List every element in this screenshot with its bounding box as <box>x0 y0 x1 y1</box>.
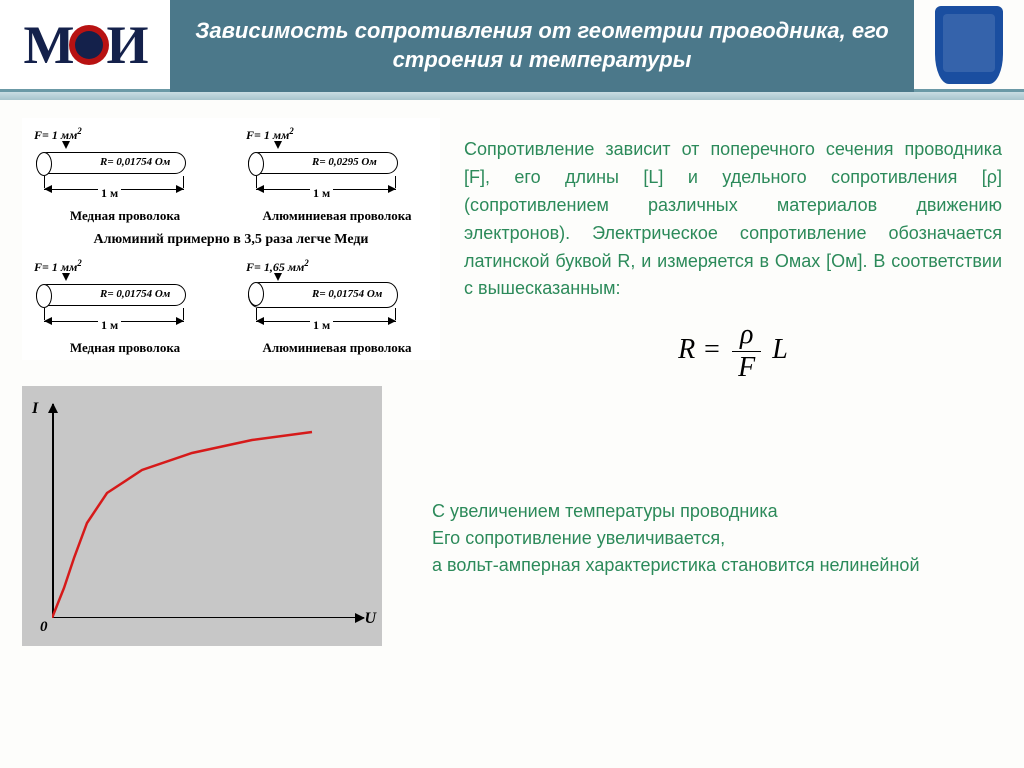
x-axis-label: U <box>364 610 376 628</box>
crest-box <box>914 0 1024 92</box>
f-arrow-icon <box>62 141 70 149</box>
wire-aluminum-2: F= 1,65 мм2 R= 0,01754 Ом 1 м Алюминиева… <box>240 258 434 356</box>
length-label: 1 м <box>98 318 121 333</box>
formula-denominator: F <box>732 352 761 382</box>
wire-diagrams: F= 1 мм2 R= 0,01754 Ом 1 м Медная провол… <box>22 118 440 360</box>
title-bar: Зависимость сопротивления от геометрии п… <box>170 0 914 92</box>
f-arrow-icon <box>274 141 282 149</box>
length-label: 1 м <box>310 186 333 201</box>
logo-letter-m: М <box>24 14 73 76</box>
wire-name: Алюминиевая проволока <box>240 340 434 356</box>
length-label: 1 м <box>310 318 333 333</box>
crest-icon <box>935 6 1003 84</box>
bottom-paragraph: С увеличением температуры проводникаЕго … <box>432 498 994 579</box>
diagram-row-1: F= 1 мм2 R= 0,01754 Ом 1 м Медная провол… <box>28 126 434 224</box>
formula-fraction: ρ F <box>732 321 761 382</box>
diagram-row-2: F= 1 мм2 R= 0,01754 Ом 1 м Медная провол… <box>28 258 434 356</box>
formula-tail: L <box>772 334 788 365</box>
iv-chart: I U 0 <box>22 386 382 646</box>
f-label: F= 1 мм2 <box>34 258 82 275</box>
logo-letter-i: И <box>106 14 146 76</box>
r-label: R= 0,01754 Ом <box>100 288 170 300</box>
formula-lhs: R = <box>678 334 721 365</box>
length-label: 1 м <box>98 186 121 201</box>
iv-curve <box>52 418 352 618</box>
f-arrow-icon <box>62 273 70 281</box>
header: М И Зависимость сопротивления от геометр… <box>0 0 1024 92</box>
wire-copper-2: F= 1 мм2 R= 0,01754 Ом 1 м Медная провол… <box>28 258 222 356</box>
f-label: F= 1 мм2 <box>246 126 294 143</box>
left-column: F= 1 мм2 R= 0,01754 Ом 1 м Медная провол… <box>22 118 440 646</box>
r-label: R= 0,0295 Ом <box>312 156 377 168</box>
logo-box: М И <box>0 0 170 92</box>
f-label: F= 1 мм2 <box>34 126 82 143</box>
f-arrow-icon <box>274 273 282 281</box>
logo-sun-icon <box>69 25 109 65</box>
resistance-formula: R = ρ F L <box>464 303 1002 388</box>
wire-name: Медная проволока <box>28 340 222 356</box>
wire-copper-1: F= 1 мм2 R= 0,01754 Ом 1 м Медная провол… <box>28 126 222 224</box>
wire-aluminum-1: F= 1 мм2 R= 0,0295 Ом 1 м Алюминиевая пр… <box>240 126 434 224</box>
wire-name: Медная проволока <box>28 208 222 224</box>
r-label: R= 0,01754 Ом <box>100 156 170 168</box>
main-paragraph: Сопротивление зависит от поперечного сеч… <box>464 136 1002 303</box>
mei-logo: М И <box>24 14 147 76</box>
origin-label: 0 <box>40 619 48 636</box>
mid-caption: Алюминий примерно в 3,5 раза легче Меди <box>28 224 434 258</box>
formula-numerator: ρ <box>732 321 761 352</box>
sub-bar <box>0 92 1024 100</box>
wire-name: Алюминиевая проволока <box>240 208 434 224</box>
slide-title: Зависимость сопротивления от геометрии п… <box>190 17 894 74</box>
r-label: R= 0,01754 Ом <box>312 288 382 300</box>
y-axis-label: I <box>32 400 38 418</box>
